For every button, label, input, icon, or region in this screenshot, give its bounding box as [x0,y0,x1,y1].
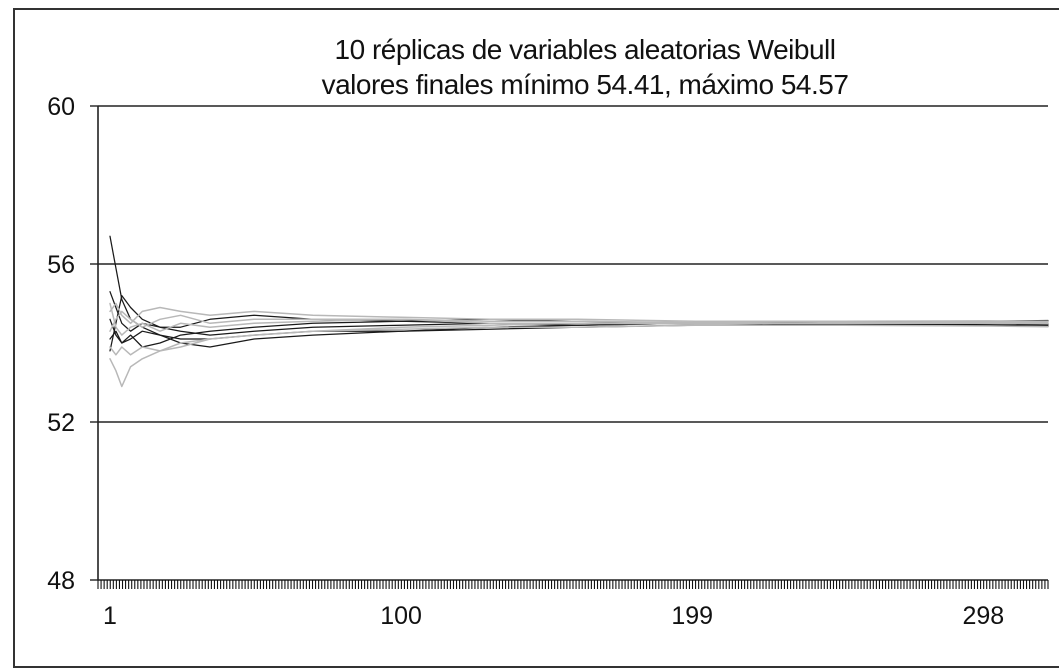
grid-layer [98,105,1048,423]
y-tick-label-56: 56 [47,251,75,279]
series-line-7 [109,302,1049,325]
y-tick-label-52: 52 [47,409,75,437]
tick-label-layer: 60 56 52 48 1 100 199 298 [47,93,1004,630]
x-tick-label-199: 199 [671,602,713,630]
x-tick-label-1: 1 [103,602,117,630]
series-line-6 [109,324,1049,388]
chart-title: 10 réplicas de variables aleatorias Weib… [322,34,849,100]
x-minor-ticks [97,580,1049,589]
x-tick-label-100: 100 [380,602,422,630]
y-tick-label-60: 60 [47,93,75,121]
series-layer [109,235,1049,388]
series-line-10 [109,302,1049,336]
y-tick-label-48: 48 [47,567,75,595]
weibull-replicas-line-chart: 10 réplicas de variables aleatorias Weib… [47,34,1049,630]
chart-frame [13,8,1059,668]
chart-title-line-1: 10 réplicas de variables aleatorias Weib… [335,34,836,65]
x-tick-label-298: 298 [962,602,1004,630]
axes-layer [90,105,1049,589]
chart-title-line-2: valores finales mínimo 54.41, máximo 54.… [322,69,849,100]
